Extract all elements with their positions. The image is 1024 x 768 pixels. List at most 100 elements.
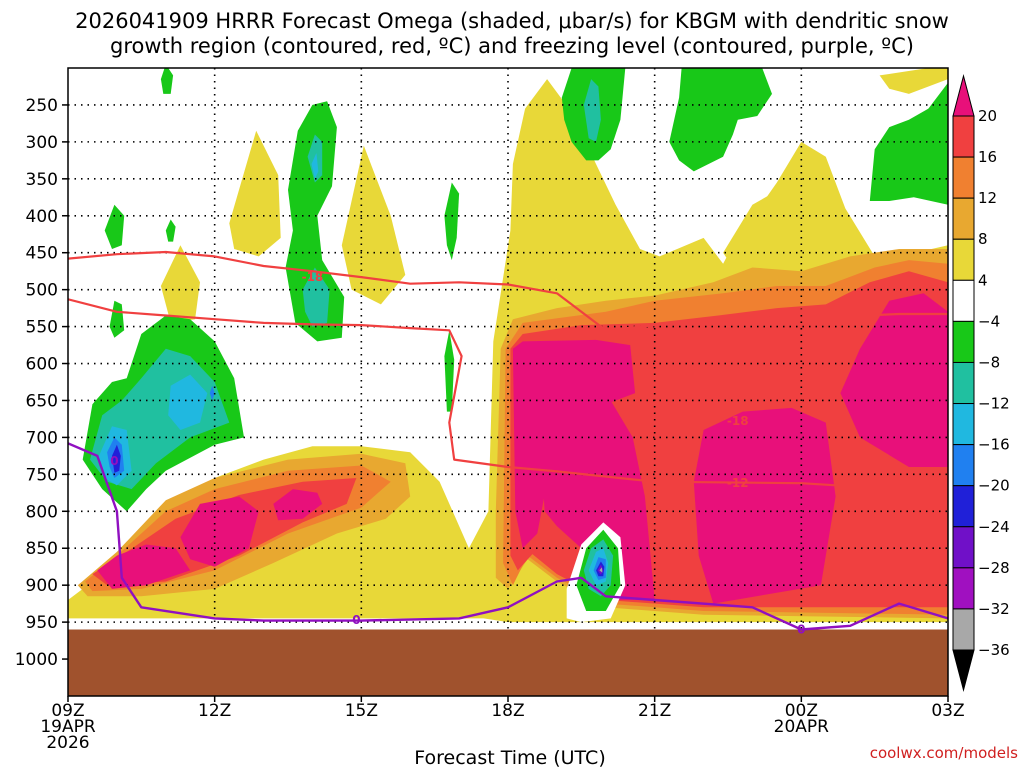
x-axis-label: Forecast Time (UTC) <box>414 747 605 768</box>
x-tick-label-0-0: 09Z <box>51 701 84 721</box>
chart-title-line1: 2026041909 HRRR Forecast Omega (shaded, … <box>75 9 949 33</box>
x-tick-label-3-0: 12Z <box>198 701 231 721</box>
omega-region-yellow-1 <box>229 130 281 257</box>
pressure-gridlines <box>68 68 948 630</box>
contour-lines: -18 -18 -12 0 0 0 <box>68 250 948 637</box>
omega-region-green-36 <box>160 68 174 94</box>
omega-region-teal-45 <box>583 79 601 142</box>
omega-region-gray-26 <box>599 567 603 573</box>
omega-region-green-47 <box>869 82 948 205</box>
omega-region-pink-13 <box>537 400 655 600</box>
omega-region-green-43 <box>444 330 455 412</box>
x-tick-label-15-0: 00Z <box>785 701 818 721</box>
colorbar-label-13: −36 <box>978 641 1010 659</box>
y-tick-label-900: 900 <box>26 576 58 596</box>
dgz-contour-lower <box>68 298 948 488</box>
colorbar-segment-8 <box>952 444 975 487</box>
freezing-label-c: 0 <box>797 623 805 637</box>
ground-below-surface <box>68 629 948 696</box>
y-tick-label-500: 500 <box>26 281 58 301</box>
ground-fill <box>68 629 948 696</box>
omega-region-blue-33 <box>209 385 215 401</box>
colorbar-label-11: −28 <box>978 559 1010 577</box>
y-tick-label-850: 850 <box>26 539 58 559</box>
credit-text: coolwx.com/models <box>870 744 1018 762</box>
omega-region-pink-17 <box>180 496 259 567</box>
dgz-label-lower: -12 <box>727 476 749 490</box>
pressure-axis: 250 300 350 400 450 500 550 600 650 700 750 800 850 9… <box>15 96 68 670</box>
y-tick-label-750: 750 <box>26 465 58 485</box>
y-tick-label-700: 700 <box>26 428 58 448</box>
omega-region-pink-15 <box>840 293 948 467</box>
colorbar-top-triangle <box>952 74 975 117</box>
omega-region-green-42 <box>444 182 460 261</box>
y-tick-label-600: 600 <box>26 355 58 375</box>
omega-region-yellow-3 <box>160 245 200 323</box>
colorbar-segment-5 <box>952 320 975 363</box>
colorbar-label-2: 12 <box>978 189 997 207</box>
dgz-contour-upper <box>68 250 948 332</box>
omega-colorbar: 20 16 12 8 4 −4 −8 −12 −16 −20 −24 −28 −32 −36 <box>952 74 1010 692</box>
colorbar-label-4: 4 <box>978 271 988 289</box>
colorbar-segment-1 <box>952 156 975 199</box>
x-tick-label-6-0: 15Z <box>345 701 378 721</box>
x-tick-label-12-0: 21Z <box>638 701 671 721</box>
y-tick-label-450: 450 <box>26 244 58 264</box>
colorbar-segment-11 <box>952 567 975 610</box>
y-tick-label-550: 550 <box>26 318 58 338</box>
dgz-label-upper-a: -18 <box>302 270 324 284</box>
x-tick-label-0-2: 2026 <box>46 733 89 753</box>
omega-region-pink-12 <box>512 339 636 549</box>
y-tick-label-1000: 1000 <box>15 650 58 670</box>
colorbar-label-5: −4 <box>978 312 1000 330</box>
colorbar-bottom-triangle <box>952 649 975 692</box>
x-tick-label-18-0: 03Z <box>931 701 964 721</box>
dgz-label-upper-b: -18 <box>727 414 749 428</box>
y-tick-label-800: 800 <box>26 502 58 522</box>
omega-region-pink-14 <box>693 407 836 604</box>
y-tick-label-650: 650 <box>26 391 58 411</box>
x-tick-label-15-1: 20APR <box>774 717 830 737</box>
freezing-level-contour <box>68 442 948 631</box>
omega-region-yellow-5 <box>879 68 948 94</box>
colorbar-label-0: 20 <box>978 107 997 125</box>
colorbar-label-9: −20 <box>978 477 1010 495</box>
colorbar-label-1: 16 <box>978 148 997 166</box>
omega-region-teal-40 <box>302 267 330 327</box>
colorbar-label-3: 8 <box>978 230 988 248</box>
colorbar-label-8: −16 <box>978 436 1010 454</box>
colorbar-segment-3 <box>952 238 975 281</box>
colorbar-segment-6 <box>952 361 975 405</box>
colorbar-segment-7 <box>952 403 975 446</box>
x-tick-label-9-0: 18Z <box>491 701 524 721</box>
y-tick-label-250: 250 <box>26 96 58 116</box>
omega-region-green-34 <box>104 204 125 249</box>
colorbar-segment-0 <box>952 115 975 158</box>
omega-region-green-46 <box>669 68 772 172</box>
colorbar-segment-10 <box>952 526 975 569</box>
omega-shading <box>68 68 948 623</box>
omega-region-cyan-30 <box>168 374 208 430</box>
colorbar-label-7: −12 <box>978 395 1010 413</box>
y-tick-label-400: 400 <box>26 207 58 227</box>
y-tick-label-950: 950 <box>26 613 58 633</box>
colorbar-segment-9 <box>952 485 975 528</box>
colorbar-label-10: −24 <box>978 518 1010 536</box>
omega-region-cyan-41 <box>311 153 319 179</box>
freezing-label-a: 0 <box>110 454 118 468</box>
omega-region-navy-32 <box>112 444 121 473</box>
colorbar-label-12: −32 <box>978 600 1010 618</box>
colorbar-segment-4 <box>952 279 975 322</box>
omega-region-yellow-4 <box>723 182 816 268</box>
chart-title-line2: growth region (contoured, red, ºC) and f… <box>110 34 914 58</box>
omega-region-yellow-2 <box>341 145 406 305</box>
omega-region-green-38 <box>285 101 345 342</box>
x-tick-label-0-1: 19APR <box>40 717 96 737</box>
colorbar-segment-2 <box>952 197 975 240</box>
colorbar-segment-12 <box>952 608 975 651</box>
y-tick-label-300: 300 <box>26 133 58 153</box>
colorbar-label-6: −8 <box>978 353 1000 371</box>
freezing-label-b: 0 <box>352 613 360 627</box>
